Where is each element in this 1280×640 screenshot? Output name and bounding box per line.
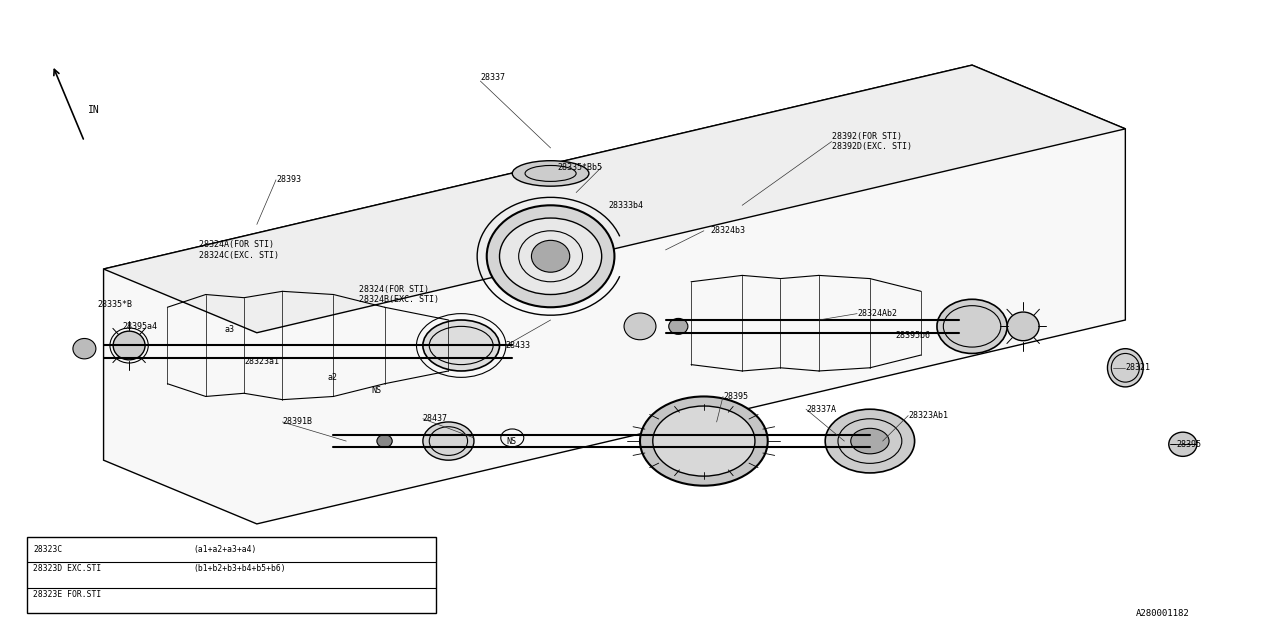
Text: a2: a2 bbox=[328, 373, 337, 382]
Text: (b1+b2+b3+b4+b5+b6): (b1+b2+b3+b4+b5+b6) bbox=[193, 564, 285, 573]
Text: 28395b6: 28395b6 bbox=[896, 332, 931, 340]
Ellipse shape bbox=[1107, 349, 1143, 387]
Text: 28393: 28393 bbox=[276, 175, 301, 184]
Text: NS: NS bbox=[506, 436, 516, 445]
Text: 28323a1: 28323a1 bbox=[244, 357, 279, 366]
Ellipse shape bbox=[531, 241, 570, 272]
Ellipse shape bbox=[486, 205, 614, 307]
Text: 28324(FOR STI)
28324B(EXC. STI): 28324(FOR STI) 28324B(EXC. STI) bbox=[358, 285, 439, 304]
Ellipse shape bbox=[512, 161, 589, 186]
Ellipse shape bbox=[1169, 432, 1197, 456]
Text: 28321: 28321 bbox=[1125, 364, 1151, 372]
Text: 28323E FOR.STI: 28323E FOR.STI bbox=[33, 589, 101, 598]
Text: A280001182: A280001182 bbox=[1135, 609, 1189, 618]
Text: 28395a4: 28395a4 bbox=[123, 322, 157, 331]
Ellipse shape bbox=[499, 218, 602, 294]
Polygon shape bbox=[104, 65, 1125, 333]
Text: 28335*B: 28335*B bbox=[97, 300, 132, 308]
Text: 28337: 28337 bbox=[480, 74, 506, 83]
Text: (a1+a2+a3+a4): (a1+a2+a3+a4) bbox=[193, 545, 256, 554]
Text: IN: IN bbox=[88, 105, 100, 115]
Text: 28392(FOR STI)
28392D(EXC. STI): 28392(FOR STI) 28392D(EXC. STI) bbox=[832, 132, 911, 151]
Bar bbox=[27, 537, 435, 613]
Text: 28391B: 28391B bbox=[283, 417, 312, 426]
Ellipse shape bbox=[422, 422, 474, 460]
Text: 28433: 28433 bbox=[506, 341, 531, 350]
Text: 28335*Bb5: 28335*Bb5 bbox=[557, 163, 602, 172]
Ellipse shape bbox=[937, 300, 1007, 353]
Ellipse shape bbox=[73, 339, 96, 359]
Ellipse shape bbox=[653, 406, 755, 476]
Text: 28395: 28395 bbox=[1176, 440, 1202, 449]
Polygon shape bbox=[104, 65, 1125, 524]
Text: 28337A: 28337A bbox=[806, 404, 836, 413]
Ellipse shape bbox=[668, 319, 687, 334]
Ellipse shape bbox=[113, 331, 145, 360]
Ellipse shape bbox=[625, 313, 655, 340]
Text: 28324b3: 28324b3 bbox=[710, 227, 745, 236]
Ellipse shape bbox=[826, 409, 915, 473]
Text: 28437: 28437 bbox=[422, 414, 448, 423]
Ellipse shape bbox=[422, 320, 499, 371]
Text: 28324Ab2: 28324Ab2 bbox=[858, 309, 897, 318]
Ellipse shape bbox=[851, 428, 890, 454]
Text: 28323D EXC.STI: 28323D EXC.STI bbox=[33, 564, 101, 573]
Text: a3: a3 bbox=[225, 325, 236, 334]
Text: 28323C: 28323C bbox=[33, 545, 63, 554]
Ellipse shape bbox=[640, 396, 768, 486]
Text: NS: NS bbox=[371, 385, 381, 395]
Text: 28395: 28395 bbox=[723, 392, 748, 401]
Text: 28333b4: 28333b4 bbox=[608, 201, 643, 210]
Ellipse shape bbox=[376, 435, 392, 447]
Ellipse shape bbox=[1007, 312, 1039, 340]
Text: 28324A(FOR STI)
28324C(EXC. STI): 28324A(FOR STI) 28324C(EXC. STI) bbox=[200, 240, 279, 260]
Text: 28323Ab1: 28323Ab1 bbox=[909, 411, 948, 420]
